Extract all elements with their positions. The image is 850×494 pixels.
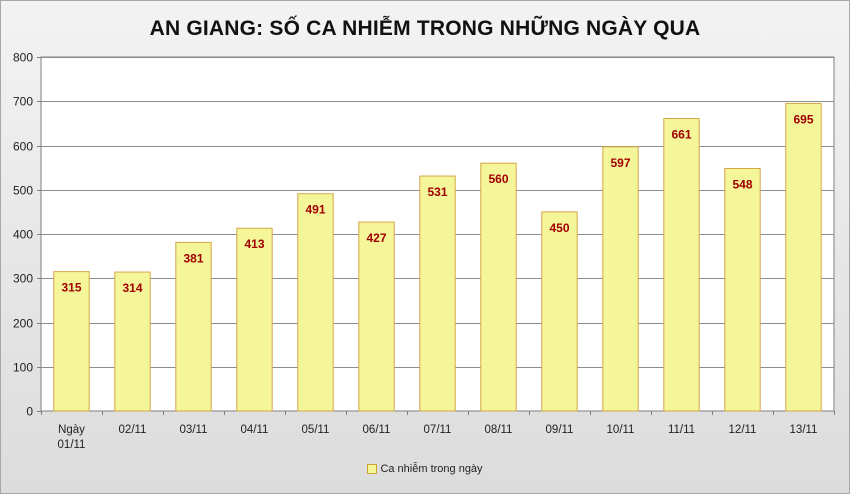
data-label: 695 [793,112,813,126]
x-tick-label: 03/11 [180,424,208,436]
data-label: 314 [122,281,142,295]
y-tick-label: 700 [13,95,33,109]
bar [785,102,822,412]
x-tick-label: 02/11 [119,424,147,436]
data-label: 531 [427,185,447,199]
data-label: 381 [183,251,203,265]
y-tick-label: 800 [13,51,33,65]
data-label: 491 [305,203,325,217]
x-tick-label: 11/11 [668,424,695,436]
x-tick-label: 06/11 [363,424,391,436]
chart-title: AN GIANG: SỐ CA NHIỄM TRONG NHỮNG NGÀY Q… [149,17,701,40]
x-tick-label: 07/11 [424,424,452,436]
y-tick-label: 400 [13,228,33,242]
bar [724,168,761,412]
data-label: 548 [732,178,752,192]
x-tick-label: Ngày 01/11 [58,424,86,451]
data-label: 427 [366,231,386,245]
x-tick-label: 04/11 [241,424,269,436]
x-tick-label: 05/11 [302,424,330,436]
data-label: 560 [488,172,508,186]
data-label: 413 [244,237,264,251]
data-label: 661 [671,128,691,142]
data-label: 597 [610,156,630,170]
x-tick-label: 12/11 [729,424,757,436]
bar [419,175,456,412]
legend-label: Ca nhiễm trong ngày [380,463,483,475]
bar [114,271,151,412]
x-tick-label: 10/11 [607,424,635,436]
bar [175,241,212,412]
bar [236,227,273,412]
y-tick-label: 500 [13,184,33,198]
legend-swatch [367,464,378,474]
x-tick-label: 09/11 [546,424,574,436]
data-label: 450 [549,221,569,235]
bar [480,162,517,412]
y-tick-label: 600 [13,140,33,154]
legend: Ca nhiễm trong ngày [0,463,850,475]
bar [358,221,395,412]
y-tick-label: 0 [26,405,33,419]
bar [53,271,90,412]
bar [602,146,639,412]
x-tick-label: 13/11 [790,424,818,436]
data-label: 315 [61,281,81,295]
y-tick-label: 300 [13,272,33,286]
y-tick-label: 100 [13,361,33,375]
x-tick-label: 08/11 [485,424,513,436]
bar [297,193,334,412]
bar [541,211,578,412]
bar [663,118,700,412]
y-tick-label: 200 [13,317,33,331]
